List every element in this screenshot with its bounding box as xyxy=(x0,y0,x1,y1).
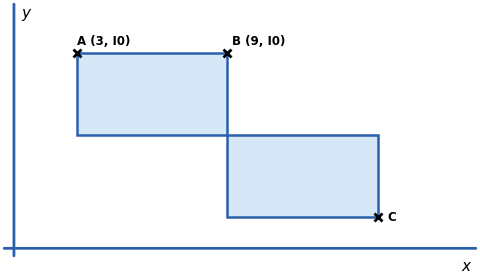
Text: y: y xyxy=(22,6,31,21)
Bar xyxy=(228,135,378,218)
Text: C: C xyxy=(387,211,396,224)
Text: x: x xyxy=(462,258,470,274)
Text: A (3, I0): A (3, I0) xyxy=(77,35,130,48)
Text: B (9, I0): B (9, I0) xyxy=(232,35,286,48)
Bar xyxy=(77,53,228,135)
